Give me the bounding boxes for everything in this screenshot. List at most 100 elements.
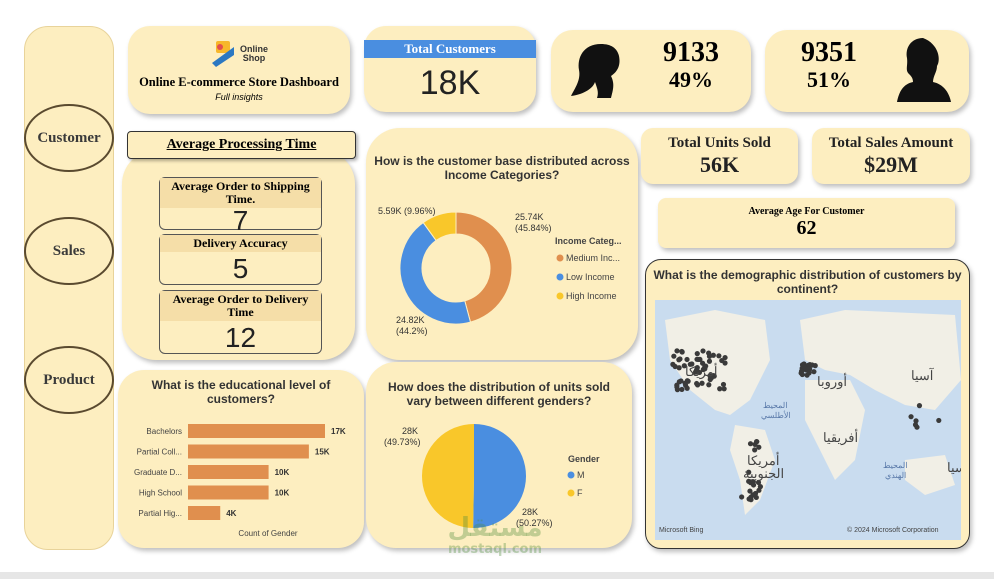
map-customer-dot [739,494,745,500]
legend-high-dot [556,292,564,300]
logo-line1: Online [239,43,268,54]
education-bar-chart: Bachelors 17K Partial Coll... 15K Graduate D… [134,424,346,538]
map-customer-dot [747,441,754,447]
map-card: What is the demographic distribution of … [645,259,970,549]
edu-value-label: 15K [315,448,330,457]
f-label-line2: (49.73%) [384,437,421,447]
donut-slice-low[interactable] [399,221,472,325]
donut-slice-high[interactable] [422,211,457,242]
map-customer-dot [754,439,760,445]
male-percent: 51% [807,67,851,92]
map-label-indian-2: الهندي [885,471,906,480]
pie-slice-f[interactable] [422,424,474,528]
male-count: 9351 [801,37,857,68]
total-customers-value: 18K [419,64,481,102]
nav-product-button[interactable]: Product [24,346,114,414]
education-chart-title: What is the educational level of custome… [151,378,331,406]
education-xlabel: Count of Gender [238,529,297,538]
world-map[interactable]: أمريكا المحيط الأطلسي أوروبا آسيا أفريقي… [655,300,961,540]
delivery-accuracy-label: Delivery Accuracy [160,235,321,252]
map-customer-dot [681,363,687,369]
dashboard-subtitle: Full insights [215,91,263,102]
avg-age-label: Average Age For Customer [748,206,865,217]
map-customer-dot [936,417,942,424]
f-label-line1: 28K [402,426,418,436]
gender-chart-title: How does the distribution of units sold … [388,380,610,408]
map-customer-dot [913,418,919,424]
map-customer-dot [676,365,682,371]
order-to-shipping-box: Average Order to Shipping Time. 7 [159,177,322,235]
map-customer-dot [752,490,759,497]
income-legend-title: Income Categ... [555,236,622,246]
map-customer-dot [677,356,683,362]
pie-slice-m[interactable] [473,424,527,528]
map-label-asia: آسيا [911,367,935,383]
edu-bar[interactable] [188,424,325,438]
order-to-shipping-label: Average Order to Shipping Time. [160,178,321,208]
income-chart-title: How is the customer base distributed acr… [374,154,630,182]
high-label: 5.59K (9.96%) [378,206,436,216]
edu-value-label: 10K [275,468,290,477]
map-customer-dot [752,447,758,453]
edu-bar[interactable] [188,444,309,459]
map-customer-dot [684,356,690,363]
order-to-delivery-box: Average Order to Delivery Time 12 [159,290,322,354]
map-customer-dot [674,348,680,354]
map-customer-dot [755,479,762,486]
legend-low-dot [556,273,564,281]
map-customer-dot [716,353,722,359]
sales-amount-label: Total Sales Amount [828,134,954,151]
map-customer-dot [722,354,728,361]
map-customer-dot [720,381,727,388]
edu-value-label: 4K [226,509,236,518]
map-customer-dot [679,386,685,393]
delivery-accuracy-box: Delivery Accuracy 5 [159,234,322,285]
medium-label-line2: (45.84%) [515,223,552,233]
map-customer-dot [798,368,805,374]
map-title: What is the demographic distribution of … [653,268,962,296]
donut-slice-medium[interactable] [455,211,513,323]
map-label-south-america-2: الجنوبية [743,466,784,482]
dashboard-title: Online E-commerce Store Dashboard [139,74,339,89]
legend-low: Low Income [566,272,615,282]
header-card: Online Shop Online E-commerce Store Dash… [128,26,350,114]
avg-age-card: Average Age For Customer 62 [658,198,955,248]
legend-f: F [577,488,583,498]
edu-value-label: 10K [275,489,290,498]
map-customer-dot [757,484,763,490]
edu-bar[interactable] [188,485,269,500]
edu-bar[interactable] [188,506,221,520]
edu-category-label: High School [139,489,182,498]
bottom-strip [0,572,994,579]
map-label-atlantic-2: الأطلسي [761,410,791,420]
legend-medium: Medium Inc... [566,253,620,263]
avg-age-value: 62 [796,217,817,239]
map-customer-dot [908,414,914,420]
gender-pie-chart: 28K (49.73%) 28K (50.27%) Gender M F [384,424,600,528]
edu-bar[interactable] [188,465,269,479]
female-silhouette-icon [571,44,620,98]
nav-customer-button[interactable]: Customer [24,104,114,172]
map-customer-dot [679,348,685,355]
legend-high: High Income [566,291,617,301]
map-footer-copyright: © 2024 Microsoft Corporation [847,526,939,534]
units-sold-card: Total Units Sold 56K [641,128,798,184]
map-customer-dot [694,351,700,357]
nav-sales-button[interactable]: Sales [24,217,114,285]
map-footer-bing: Microsoft Bing [659,527,703,534]
education-chart-card: What is the educational level of custome… [118,370,364,548]
legend-f-dot [567,489,575,497]
sales-amount-value: $29M [864,151,918,177]
low-label-line2: (44.2%) [396,326,428,336]
gender-legend-title: Gender [568,454,600,464]
legend-medium-dot [556,254,564,262]
order-to-shipping-value: 7 [232,205,249,236]
map-label-south-america-1: أمريكا [747,452,780,469]
processing-title: Average Processing Time [127,131,356,159]
male-silhouette-icon [897,38,951,102]
map-customer-dot [811,369,817,375]
map-customer-dot [719,357,725,364]
map-customer-dot [676,379,682,385]
map-customer-dot [694,364,700,371]
delivery-accuracy-value: 5 [232,253,249,284]
